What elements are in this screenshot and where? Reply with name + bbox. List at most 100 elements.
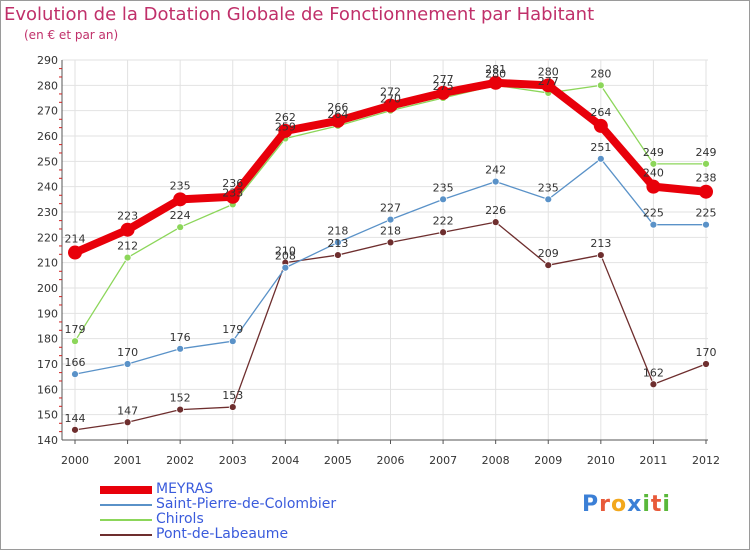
data-label-MEYRAS-2010: 264 bbox=[590, 106, 611, 119]
data-label-Saint-Pierre-de-Colombier-2007: 235 bbox=[433, 181, 454, 194]
data-point-MEYRAS-2005 bbox=[330, 113, 345, 128]
data-point-Pont-de-Labeaume-2012 bbox=[702, 360, 710, 368]
data-label-MEYRAS-2004: 262 bbox=[275, 111, 296, 124]
y-tick-label: 160 bbox=[37, 383, 58, 396]
x-tick-label: 2012 bbox=[692, 454, 720, 467]
data-label-Pont-de-Labeaume-2010: 213 bbox=[590, 237, 611, 250]
x-tick-label: 2001 bbox=[114, 454, 142, 467]
data-point-MEYRAS-2001 bbox=[120, 222, 135, 237]
logo-letter: x bbox=[627, 492, 643, 517]
data-point-Chirols-2010 bbox=[596, 81, 605, 90]
data-point-MEYRAS-2003 bbox=[225, 189, 240, 204]
data-point-Saint-Pierre-de-Colombier-2010 bbox=[596, 154, 605, 163]
data-label-Saint-Pierre-de-Colombier-2004: 208 bbox=[275, 250, 296, 263]
data-point-Pont-de-Labeaume-2000 bbox=[71, 425, 79, 434]
legend-item: Chirols bbox=[100, 511, 400, 528]
data-point-Chirols-2011 bbox=[649, 159, 658, 168]
x-tick-label: 2010 bbox=[587, 454, 615, 467]
data-label-MEYRAS-2007: 277 bbox=[433, 73, 454, 86]
data-point-Saint-Pierre-de-Colombier-2006 bbox=[386, 215, 395, 224]
legend-swatch bbox=[100, 519, 152, 521]
y-tick-label: 180 bbox=[37, 333, 58, 346]
data-label-Pont-de-Labeaume-2011: 162 bbox=[643, 366, 664, 379]
x-tick-label: 2009 bbox=[534, 454, 562, 467]
data-label-Saint-Pierre-de-Colombier-2011: 225 bbox=[643, 207, 664, 220]
data-point-Saint-Pierre-de-Colombier-2004 bbox=[281, 263, 290, 272]
data-label-Chirols-2007: 275 bbox=[433, 80, 454, 93]
data-label-MEYRAS-2002: 235 bbox=[170, 179, 191, 192]
data-label-Pont-de-Labeaume-2002: 152 bbox=[170, 392, 191, 405]
data-label-Saint-Pierre-de-Colombier-2010: 251 bbox=[590, 141, 611, 154]
x-axis-ticks: 2000 2001 2002 2003 2004 2005 2006 2007 2008 2009… bbox=[61, 440, 720, 467]
data-point-Saint-Pierre-de-Colombier-2011 bbox=[649, 220, 658, 229]
data-point-Chirols-2001 bbox=[123, 253, 132, 262]
data-point-Pont-de-Labeaume-2005 bbox=[334, 251, 342, 259]
y-tick-label: 170 bbox=[37, 358, 58, 371]
data-label-Saint-Pierre-de-Colombier-2009: 235 bbox=[538, 181, 559, 194]
data-point-Pont-de-Labeaume-2010 bbox=[596, 251, 605, 259]
data-point-MEYRAS-2007 bbox=[436, 85, 451, 100]
data-label-Saint-Pierre-de-Colombier-2003: 179 bbox=[222, 323, 243, 336]
data-label-Saint-Pierre-de-Colombier-2001: 170 bbox=[117, 346, 138, 359]
data-label-Chirols-2012: 249 bbox=[696, 146, 717, 159]
x-tick-label: 2003 bbox=[219, 454, 247, 467]
data-label-MEYRAS-2005: 266 bbox=[327, 101, 348, 114]
y-axis-ticks: 140 150 160 170 180 190 200 210 220 230 240 250 260 2… bbox=[37, 54, 62, 447]
data-label-Chirols-2002: 224 bbox=[170, 209, 191, 222]
data-label-Saint-Pierre-de-Colombier-2000: 166 bbox=[65, 356, 86, 369]
y-tick-label: 190 bbox=[37, 307, 58, 320]
data-label-MEYRAS-2001: 223 bbox=[117, 210, 138, 223]
data-point-Saint-Pierre-de-Colombier-2001 bbox=[123, 360, 132, 368]
data-point-Chirols-2002 bbox=[176, 223, 185, 232]
data-label-Pont-de-Labeaume-2007: 222 bbox=[433, 214, 454, 227]
data-label-Chirols-2008: 280 bbox=[485, 67, 506, 80]
data-label-Saint-Pierre-de-Colombier-2005: 218 bbox=[327, 224, 348, 237]
data-point-Saint-Pierre-de-Colombier-2000 bbox=[71, 370, 79, 379]
x-tick-label: 2007 bbox=[429, 454, 457, 467]
logo-letter: o bbox=[610, 492, 628, 517]
y-tick-label: 250 bbox=[37, 155, 58, 168]
data-label-Pont-de-Labeaume-2001: 147 bbox=[117, 404, 138, 417]
legend-item: MEYRAS bbox=[100, 481, 400, 498]
data-point-Saint-Pierre-de-Colombier-2005 bbox=[334, 238, 342, 247]
data-label-Saint-Pierre-de-Colombier-2006: 227 bbox=[380, 202, 401, 215]
y-tick-label: 290 bbox=[37, 54, 58, 67]
data-label-MEYRAS-2011: 240 bbox=[643, 167, 664, 180]
y-tick-label: 150 bbox=[37, 409, 58, 422]
data-label-Pont-de-Labeaume-2009: 209 bbox=[538, 247, 559, 260]
data-label-Saint-Pierre-de-Colombier-2008: 242 bbox=[485, 164, 506, 177]
data-point-MEYRAS-2012 bbox=[699, 184, 713, 199]
data-label-MEYRAS-2009: 280 bbox=[538, 65, 559, 78]
data-point-Chirols-2012 bbox=[702, 159, 710, 168]
data-point-Saint-Pierre-de-Colombier-2002 bbox=[176, 344, 185, 353]
data-point-Saint-Pierre-de-Colombier-2008 bbox=[491, 177, 500, 186]
data-point-Pont-de-Labeaume-2011 bbox=[649, 380, 658, 389]
data-label-Pont-de-Labeaume-2003: 153 bbox=[222, 389, 243, 402]
data-label-Pont-de-Labeaume-2012: 170 bbox=[696, 346, 717, 359]
y-tick-label: 270 bbox=[37, 105, 58, 118]
data-label-Chirols-2004: 259 bbox=[275, 121, 296, 134]
data-label-Chirols-2011: 249 bbox=[643, 146, 664, 159]
x-tick-label: 2006 bbox=[377, 454, 405, 467]
logo-letter: i bbox=[642, 492, 651, 517]
legend-swatch bbox=[100, 504, 152, 506]
data-label-Saint-Pierre-de-Colombier-2002: 176 bbox=[170, 331, 191, 344]
data-point-Pont-de-Labeaume-2003 bbox=[228, 403, 237, 411]
data-label-Pont-de-Labeaume-2004: 210 bbox=[275, 245, 296, 258]
chart-subtitle: (en € et par an) bbox=[24, 28, 119, 42]
data-point-Saint-Pierre-de-Colombier-2003 bbox=[228, 337, 237, 346]
y-tick-label: 220 bbox=[37, 231, 58, 244]
legend-item: Saint-Pierre-de-Colombier bbox=[100, 496, 400, 513]
y-tick-label: 140 bbox=[37, 434, 58, 447]
logo-letter: t bbox=[650, 492, 663, 517]
data-label-Chirols-2001: 212 bbox=[117, 240, 138, 253]
data-label-Chirols-2006: 270 bbox=[380, 93, 401, 106]
data-point-MEYRAS-2010 bbox=[593, 118, 608, 133]
data-point-Pont-de-Labeaume-2001 bbox=[123, 418, 132, 427]
x-tick-label: 2002 bbox=[166, 454, 194, 467]
x-tick-label: 2005 bbox=[324, 454, 352, 467]
proxiti-logo: Proxiti bbox=[582, 492, 671, 517]
